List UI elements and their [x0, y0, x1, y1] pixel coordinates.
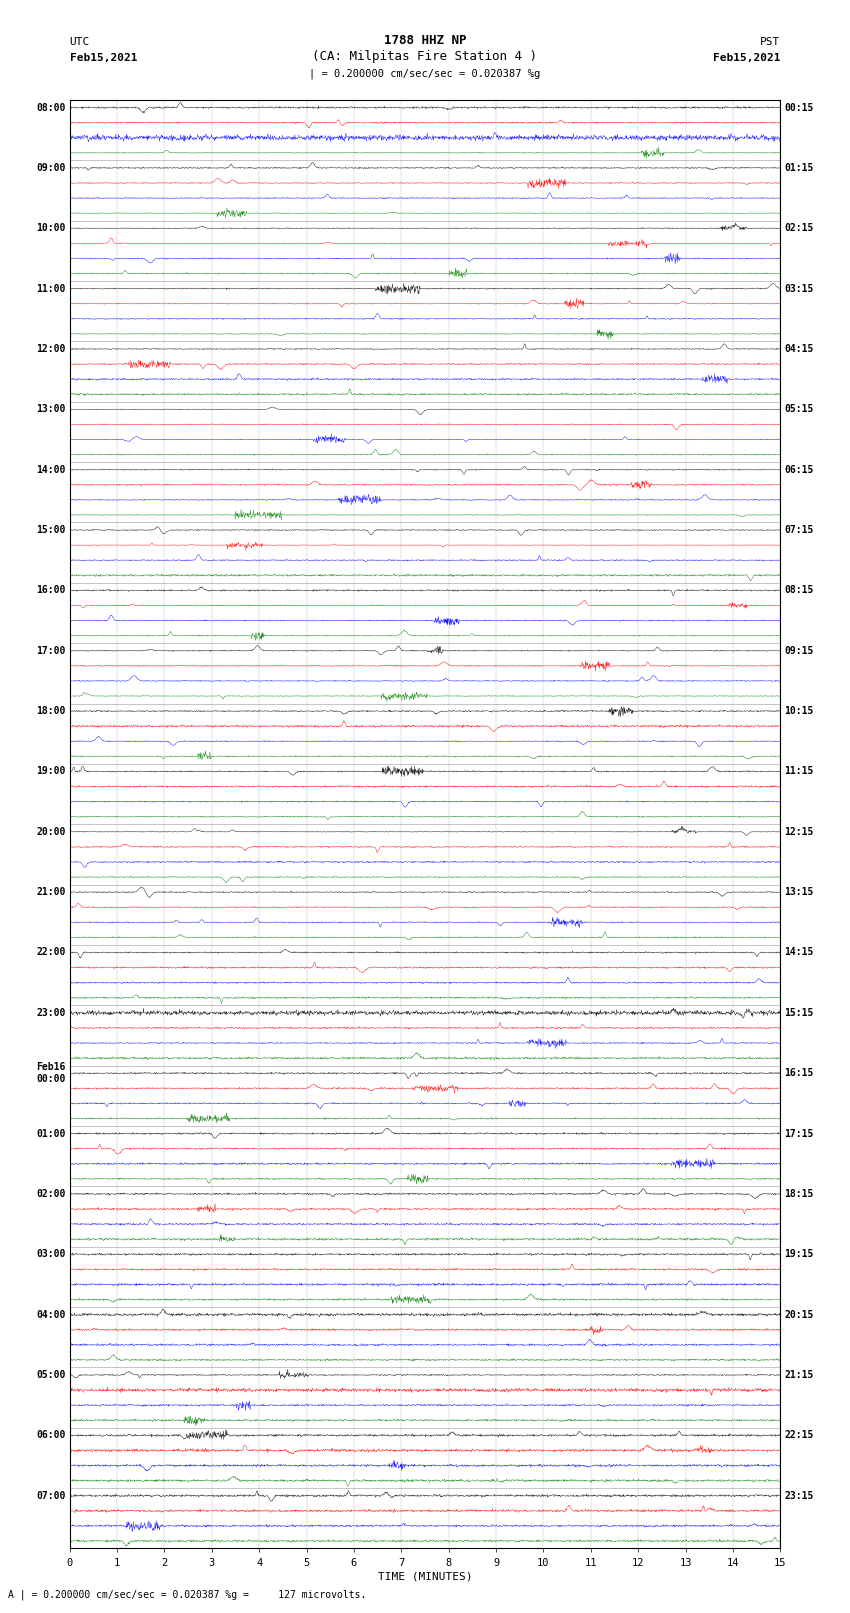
Text: 15:15: 15:15: [785, 1008, 813, 1018]
Text: 19:15: 19:15: [785, 1248, 813, 1260]
Text: 22:00: 22:00: [37, 947, 65, 958]
Text: 03:15: 03:15: [785, 284, 813, 294]
Text: 05:00: 05:00: [37, 1369, 65, 1381]
Text: 06:00: 06:00: [37, 1431, 65, 1440]
Text: PST: PST: [760, 37, 780, 47]
Text: 15:00: 15:00: [37, 524, 65, 536]
Text: 14:15: 14:15: [785, 947, 813, 958]
Text: 07:15: 07:15: [785, 524, 813, 536]
Text: 04:00: 04:00: [37, 1310, 65, 1319]
Text: A | = 0.200000 cm/sec/sec = 0.020387 %g =     127 microvolts.: A | = 0.200000 cm/sec/sec = 0.020387 %g …: [8, 1589, 367, 1600]
Text: 09:15: 09:15: [785, 645, 813, 656]
X-axis label: TIME (MINUTES): TIME (MINUTES): [377, 1571, 473, 1582]
Text: | = 0.200000 cm/sec/sec = 0.020387 %g: | = 0.200000 cm/sec/sec = 0.020387 %g: [309, 68, 541, 79]
Text: 11:00: 11:00: [37, 284, 65, 294]
Text: 09:00: 09:00: [37, 163, 65, 173]
Text: 01:15: 01:15: [785, 163, 813, 173]
Text: 07:00: 07:00: [37, 1490, 65, 1500]
Text: Feb15,2021: Feb15,2021: [713, 53, 780, 63]
Text: 06:15: 06:15: [785, 465, 813, 474]
Text: Feb15,2021: Feb15,2021: [70, 53, 137, 63]
Text: 16:00: 16:00: [37, 586, 65, 595]
Text: 17:00: 17:00: [37, 645, 65, 656]
Text: 13:00: 13:00: [37, 405, 65, 415]
Text: 11:15: 11:15: [785, 766, 813, 776]
Text: 22:15: 22:15: [785, 1431, 813, 1440]
Text: 04:15: 04:15: [785, 344, 813, 353]
Text: 08:00: 08:00: [37, 103, 65, 113]
Text: 18:00: 18:00: [37, 706, 65, 716]
Text: 02:00: 02:00: [37, 1189, 65, 1198]
Text: 23:15: 23:15: [785, 1490, 813, 1500]
Text: 01:00: 01:00: [37, 1129, 65, 1139]
Text: 10:00: 10:00: [37, 223, 65, 234]
Text: UTC: UTC: [70, 37, 90, 47]
Text: 14:00: 14:00: [37, 465, 65, 474]
Text: (CA: Milpitas Fire Station 4 ): (CA: Milpitas Fire Station 4 ): [313, 50, 537, 63]
Text: 19:00: 19:00: [37, 766, 65, 776]
Text: Feb16
00:00: Feb16 00:00: [37, 1063, 65, 1084]
Text: 00:15: 00:15: [785, 103, 813, 113]
Text: 13:15: 13:15: [785, 887, 813, 897]
Text: 23:00: 23:00: [37, 1008, 65, 1018]
Text: 03:00: 03:00: [37, 1248, 65, 1260]
Text: 05:15: 05:15: [785, 405, 813, 415]
Text: 18:15: 18:15: [785, 1189, 813, 1198]
Text: 21:00: 21:00: [37, 887, 65, 897]
Text: 08:15: 08:15: [785, 586, 813, 595]
Text: 1788 HHZ NP: 1788 HHZ NP: [383, 34, 467, 47]
Text: 21:15: 21:15: [785, 1369, 813, 1381]
Text: 02:15: 02:15: [785, 223, 813, 234]
Text: 17:15: 17:15: [785, 1129, 813, 1139]
Text: 16:15: 16:15: [785, 1068, 813, 1077]
Text: 12:15: 12:15: [785, 827, 813, 837]
Text: 20:15: 20:15: [785, 1310, 813, 1319]
Text: 20:00: 20:00: [37, 827, 65, 837]
Text: 12:00: 12:00: [37, 344, 65, 353]
Text: 10:15: 10:15: [785, 706, 813, 716]
